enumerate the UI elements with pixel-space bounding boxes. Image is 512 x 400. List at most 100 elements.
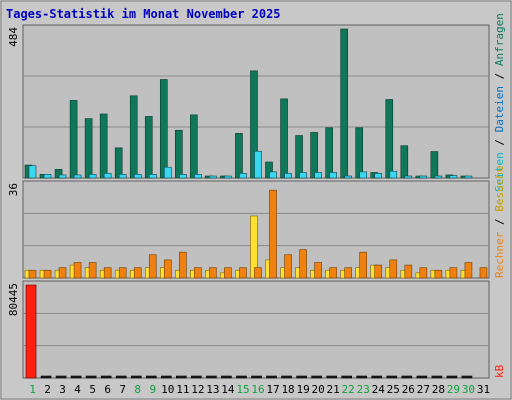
y-max-label: 80445 [7, 283, 20, 316]
x-tick-label: 21 [327, 383, 340, 396]
bar-anfragen [430, 151, 439, 179]
bar-kb [341, 375, 353, 379]
bar-dateien [88, 174, 97, 179]
bar-rechner [404, 264, 413, 279]
bar-rechner [269, 189, 277, 279]
bar-rechner [389, 259, 398, 279]
bar-rechner [344, 267, 352, 279]
x-tick-label: 8 [134, 383, 141, 396]
bar-rechner [449, 267, 458, 279]
bar-anfragen [280, 98, 288, 179]
bar-rechner [419, 267, 428, 279]
x-tick-label: 16 [251, 383, 264, 396]
x-tick-label: 13 [206, 383, 219, 396]
bar-kb [236, 375, 247, 379]
x-tick-label: 22 [342, 383, 355, 396]
bar-dateien [73, 174, 82, 179]
x-tick-label: 31 [477, 383, 490, 396]
bar-rechner [28, 269, 37, 279]
bar-kb [130, 375, 142, 379]
bar-anfragen [385, 99, 394, 179]
bar-anfragen [69, 100, 78, 179]
bar-dateien [43, 174, 52, 179]
x-tick-label: 29 [447, 383, 460, 396]
x-tick-label: 15 [236, 383, 249, 396]
bar-kb [221, 375, 232, 379]
chart-panel-1: 484 [7, 24, 490, 179]
bar-anfragen [54, 169, 63, 179]
bar-dateien [148, 174, 157, 179]
bar-rechner [314, 262, 322, 279]
bar-dateien [464, 175, 473, 179]
bar-kb [206, 375, 217, 379]
bar-kb [176, 375, 187, 379]
bar-anfragen [400, 145, 409, 179]
bar-rechner [374, 264, 383, 279]
bar-rechner [43, 269, 52, 279]
bar-rechner [329, 267, 337, 279]
x-tick-label: 5 [89, 383, 96, 396]
bar-rechner [224, 267, 232, 279]
bar-kb [55, 375, 67, 379]
x-tick-label: 23 [357, 383, 370, 396]
bar-rechner [179, 251, 187, 279]
bar-anfragen [175, 129, 183, 179]
bar-dateien [344, 175, 352, 179]
chart-panel-3: 80445 [7, 280, 490, 379]
bar-anfragen [190, 114, 198, 179]
bar-dateien [434, 175, 443, 179]
bar-dateien [209, 175, 217, 179]
bar-dateien [269, 171, 277, 179]
x-tick-label: 4 [74, 383, 81, 396]
bar-dateien [58, 174, 67, 179]
bar-dateien [239, 173, 247, 179]
bar-kb [356, 375, 368, 379]
bar-dateien [284, 173, 292, 179]
bar-dateien [163, 166, 172, 179]
bar-kb [326, 375, 337, 379]
x-tick-label: 19 [296, 383, 309, 396]
bar-rechner [73, 262, 82, 279]
bar-kb [281, 375, 292, 379]
bar-rechner [163, 259, 172, 279]
bar-anfragen [340, 28, 348, 179]
bar-kb [461, 375, 473, 379]
bar-kb [191, 375, 202, 379]
bar-rechner [359, 251, 368, 279]
x-tick-label: 18 [281, 383, 294, 396]
bar-rechner [299, 249, 307, 279]
bar-dateien [28, 165, 37, 179]
bar-kb [85, 375, 97, 379]
bar-rechner [133, 267, 142, 279]
x-tick-label: 28 [432, 383, 445, 396]
x-tick-label: 7 [119, 383, 126, 396]
bar-kb [311, 375, 322, 379]
x-tick-label: 27 [417, 383, 430, 396]
bar-kb [25, 284, 37, 379]
bar-rechner [254, 267, 262, 279]
bar-dateien [194, 174, 202, 179]
x-tick-label: 25 [387, 383, 400, 396]
bar-kb [266, 375, 277, 379]
bar-kb [115, 375, 127, 379]
bar-dateien [404, 175, 413, 179]
x-tick-label: 11 [176, 383, 189, 396]
bar-anfragen [295, 135, 303, 179]
x-tick-label: 1 [29, 383, 36, 396]
bar-anfragen [355, 127, 364, 179]
bar-rechner [479, 267, 488, 279]
x-tick-label: 20 [312, 383, 325, 396]
bar-dateien [224, 175, 232, 179]
bar-kb [401, 375, 413, 379]
bar-kb [40, 375, 52, 379]
bar-anfragen [114, 147, 123, 179]
bar-kb [296, 375, 307, 379]
bar-kb [70, 375, 82, 379]
bar-anfragen [250, 70, 258, 179]
chart-title: Tages-Statistik im Monat November 2025 [6, 7, 281, 21]
bar-rechner [434, 269, 443, 279]
bar-kb [100, 375, 112, 379]
bar-dateien [329, 172, 337, 179]
